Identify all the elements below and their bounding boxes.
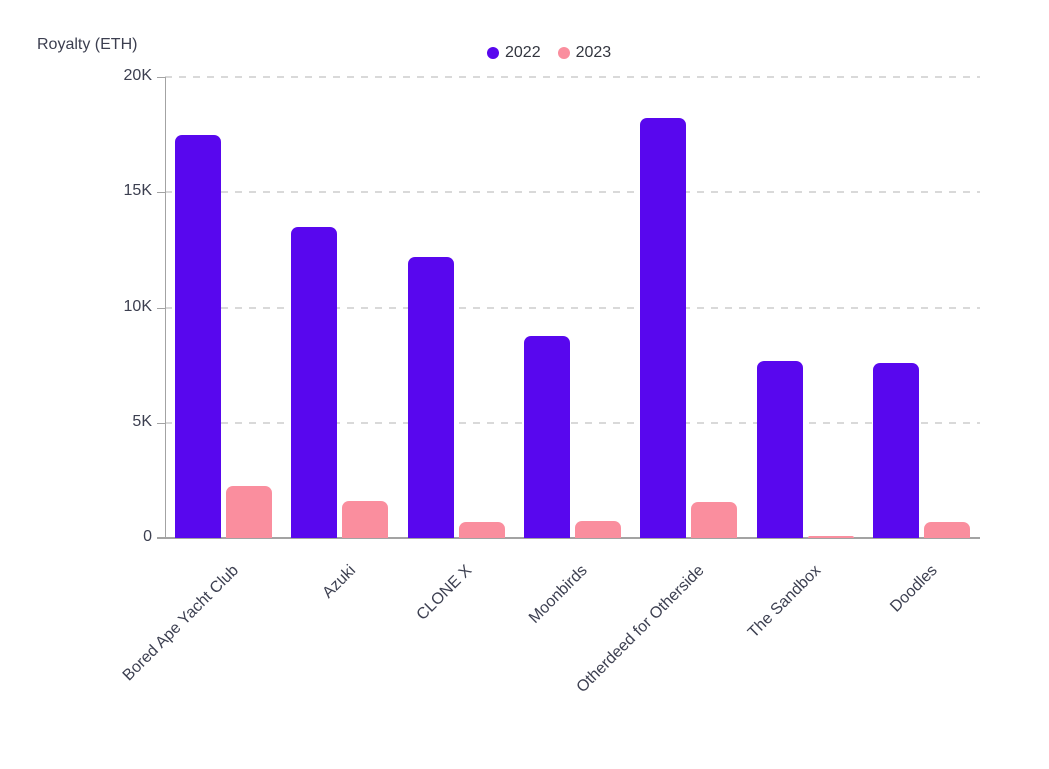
legend-label-2023: 2023 <box>575 44 612 61</box>
x-axis-label-the-sandbox: The Sandbox <box>744 562 825 642</box>
gridline-5k <box>165 422 980 424</box>
legend-dot-2023 <box>557 47 570 59</box>
bar-2023-the-sandbox[interactable] <box>808 536 854 538</box>
legend: 2022 2023 <box>487 44 611 62</box>
bar-2023-azuki[interactable] <box>342 501 388 538</box>
y-axis-title: Royalty (ETH) <box>37 36 138 53</box>
y-axis-tick-label-20k: 20K <box>123 67 152 84</box>
x-axis-baseline <box>157 537 980 539</box>
x-axis-label-doodles: Doodles <box>887 562 942 616</box>
bar-2022-otherdeed-for-otherside[interactable] <box>640 118 686 538</box>
y-axis-tick-15k <box>157 192 165 193</box>
x-axis-label-bored-ape-yacht-club: Bored Ape Yacht Club <box>119 562 243 685</box>
legend-dot-2022 <box>487 47 499 59</box>
legend-item-2022[interactable]: 2022 <box>487 44 541 62</box>
x-axis-label-clone-x: CLONE X <box>413 562 476 624</box>
bar-2023-otherdeed-for-otherside[interactable] <box>691 502 737 538</box>
gridline-10k <box>165 307 980 309</box>
y-axis-tick-20k <box>157 77 165 78</box>
bar-2023-doodles[interactable] <box>924 522 970 538</box>
x-axis-label-otherdeed-for-otherside: Otherdeed for Otherside <box>573 562 709 697</box>
legend-label-2022: 2022 <box>505 44 541 61</box>
bar-2023-bored-ape-yacht-club[interactable] <box>226 486 272 538</box>
y-axis-tick-label-5k: 5K <box>132 413 152 430</box>
legend-item-2023[interactable]: 2023 <box>557 44 612 62</box>
y-axis-tick-10k <box>157 308 165 309</box>
bar-2022-doodles[interactable] <box>873 363 919 538</box>
bar-2022-bored-ape-yacht-club[interactable] <box>175 135 221 538</box>
gridline-15k <box>165 191 980 193</box>
bar-2022-clone-x[interactable] <box>408 257 454 538</box>
x-axis-label-azuki: Azuki <box>319 562 360 602</box>
y-axis-tick-5k <box>157 423 165 424</box>
x-axis-label-moonbirds: Moonbirds <box>526 562 592 627</box>
bar-2022-the-sandbox[interactable] <box>757 361 803 538</box>
gridline-20k <box>165 76 980 78</box>
y-axis-tick-label-0: 0 <box>143 528 152 545</box>
bar-2023-moonbirds[interactable] <box>575 521 621 538</box>
bar-2023-clone-x[interactable] <box>459 522 505 538</box>
y-axis-tick-label-10k: 10K <box>123 298 152 315</box>
y-axis-tick-label-15k: 15K <box>123 182 152 199</box>
bar-2022-moonbirds[interactable] <box>524 336 570 538</box>
bar-2022-azuki[interactable] <box>291 227 337 538</box>
y-axis-line <box>165 77 166 538</box>
